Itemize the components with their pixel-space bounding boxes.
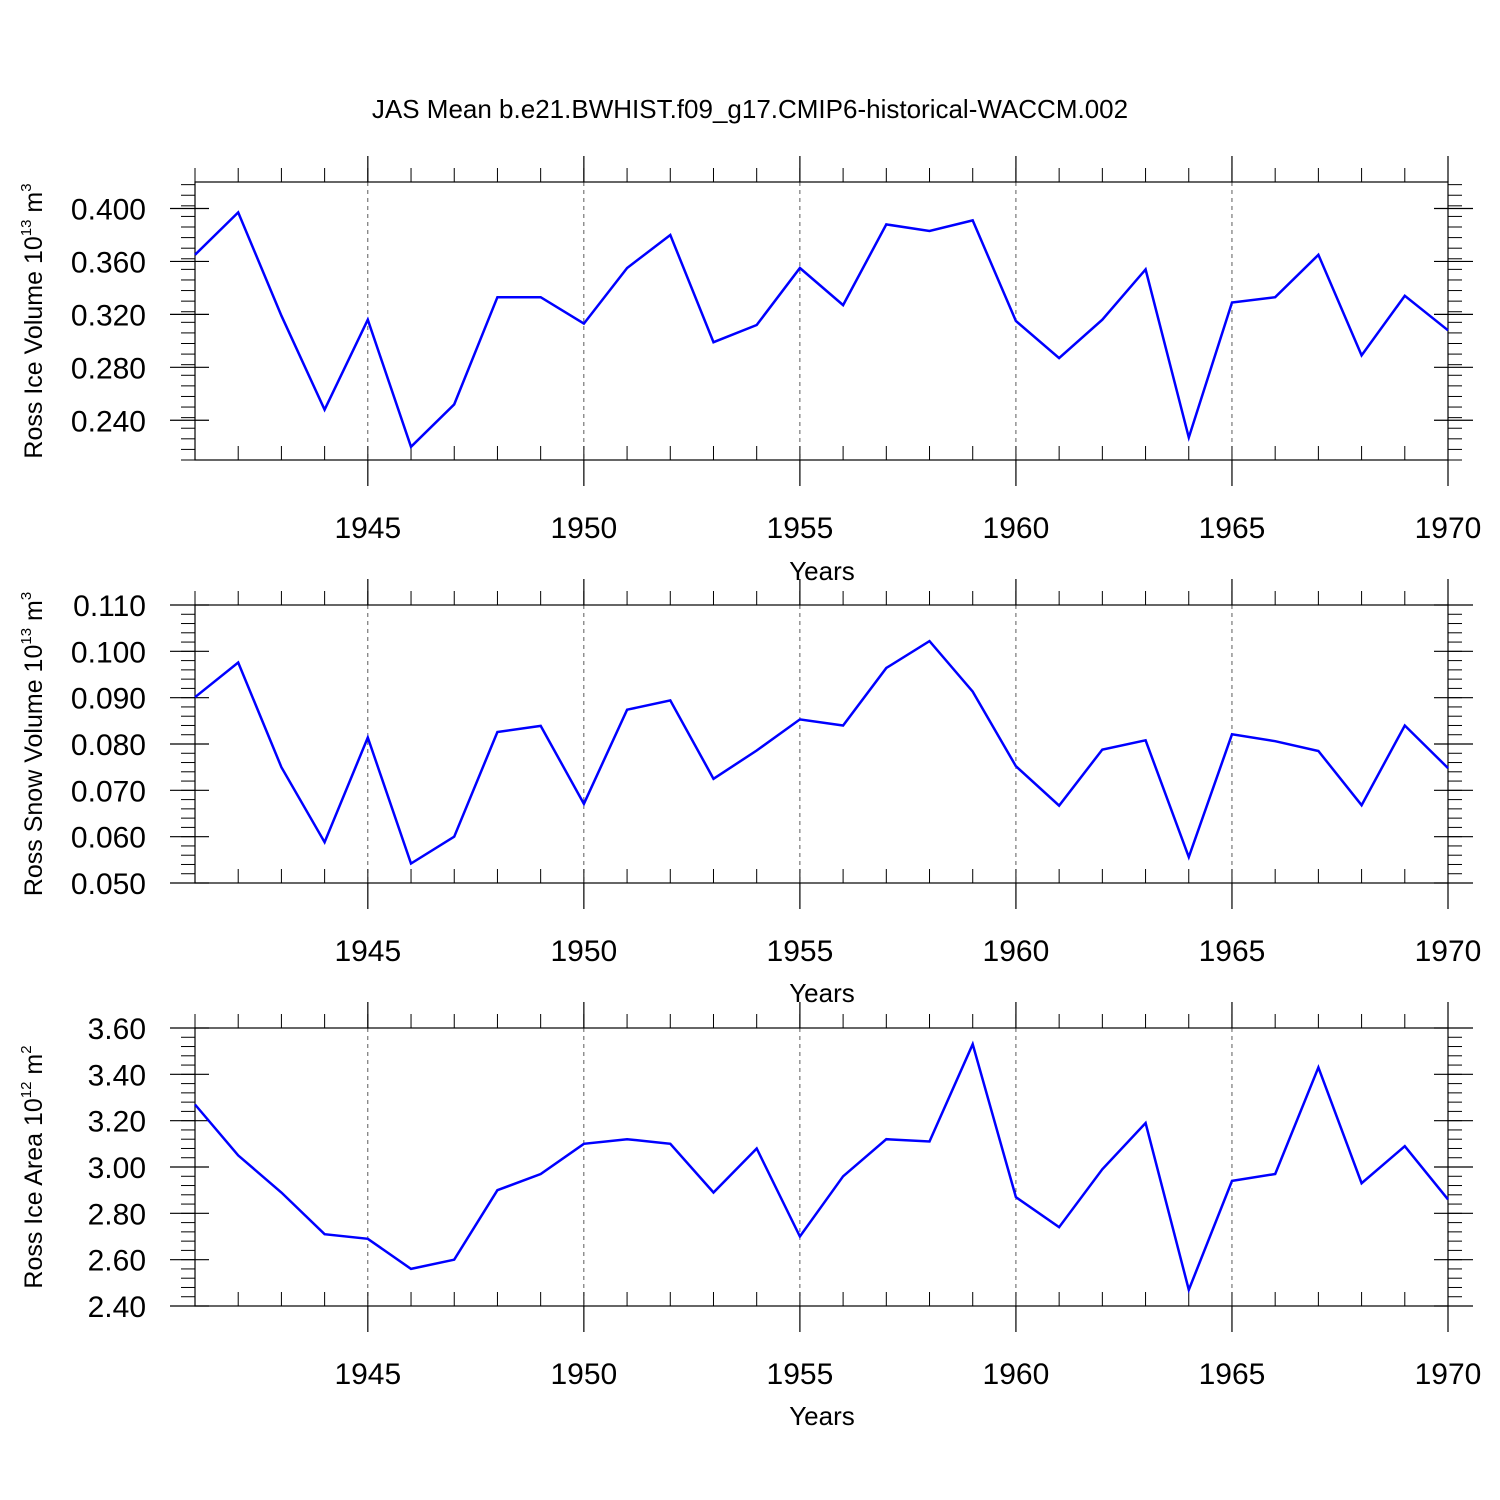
y-tick-label: 3.60	[88, 1013, 146, 1046]
y-tick-label: 2.40	[88, 1291, 146, 1324]
y-tick-label: 0.400	[71, 193, 146, 226]
y-tick-label: 3.40	[88, 1059, 146, 1092]
x-tick-label: 1970	[1415, 935, 1482, 968]
x-tick-label: 1960	[983, 935, 1050, 968]
chart-panels: 0.240 0.280 0.320 0.360 0.400 1945 1950 1955 196…	[18, 156, 1481, 1431]
x-tick-label: 1950	[550, 935, 617, 968]
x-tick-label: 1955	[767, 1358, 834, 1391]
x-tick-label: 1965	[1199, 1358, 1266, 1391]
chart-panel-1: 0.240 0.280 0.320 0.360 0.400 1945 1950 1955 196…	[18, 156, 1481, 586]
y-tick-label: 0.320	[71, 299, 146, 332]
y-axis-title: Ross Ice Area 1012 m2	[18, 1045, 48, 1288]
y-tick-label: 2.80	[88, 1198, 146, 1231]
x-tick-label: 1950	[550, 1358, 617, 1391]
y-tick-label: 0.360	[71, 246, 146, 279]
y-tick-label: 0.090	[71, 683, 146, 716]
y-tick-label: 0.240	[71, 405, 146, 438]
x-tick-label: 1945	[334, 1358, 401, 1391]
plot-frame	[194, 1027, 1449, 1307]
x-tick-label: 1965	[1199, 512, 1266, 545]
x-tick-label: 1960	[983, 1358, 1050, 1391]
x-tick-label: 1945	[334, 512, 401, 545]
series-line-1	[194, 639, 1449, 866]
x-axis-title: Years	[789, 978, 855, 1008]
plot-frame	[194, 604, 1449, 884]
y-tick-label: 0.080	[71, 729, 146, 762]
y-tick-label: 3.20	[88, 1106, 146, 1139]
y-tick-label: 0.280	[71, 352, 146, 385]
x-tick-label: 1950	[550, 512, 617, 545]
y-tick-label: 0.110	[73, 590, 146, 623]
x-tick-label: 1955	[767, 935, 834, 968]
x-axis-title: Years	[789, 1401, 855, 1431]
y-axis-title: Ross Ice Volume 1013 m3	[18, 183, 48, 458]
y-tick-label: 0.070	[71, 775, 146, 808]
x-tick-label: 1970	[1415, 512, 1482, 545]
y-tick-label: 0.100	[71, 636, 146, 669]
chart-panel-2: 0.050 0.060 0.070 0.080 0.090 0.100 0.110 1945 1…	[18, 579, 1481, 1008]
x-tick-label: 1970	[1415, 1358, 1482, 1391]
x-tick-label: 1965	[1199, 935, 1266, 968]
x-axis-title: Years	[789, 556, 855, 586]
x-tick-label: 1945	[334, 935, 401, 968]
series-line-1	[194, 210, 1449, 450]
x-tick-label: 1955	[767, 512, 834, 545]
series-line-1	[194, 1040, 1449, 1294]
y-tick-label: 0.060	[71, 822, 146, 855]
chart-panel-3: 2.40 2.60 2.80 3.00 3.20 3.40 3.60 1945 1950 1955…	[18, 1002, 1481, 1431]
plot-frame	[194, 181, 1449, 461]
chart-title: JAS Mean b.e21.BWHIST.f09_g17.CMIP6-hist…	[372, 94, 1128, 124]
x-tick-label: 1960	[983, 512, 1050, 545]
y-tick-label: 2.60	[88, 1245, 146, 1278]
y-axis-title: Ross Snow Volume 1013 m3	[18, 592, 48, 896]
y-tick-label: 3.00	[88, 1152, 146, 1185]
y-tick-label: 0.050	[71, 868, 146, 901]
